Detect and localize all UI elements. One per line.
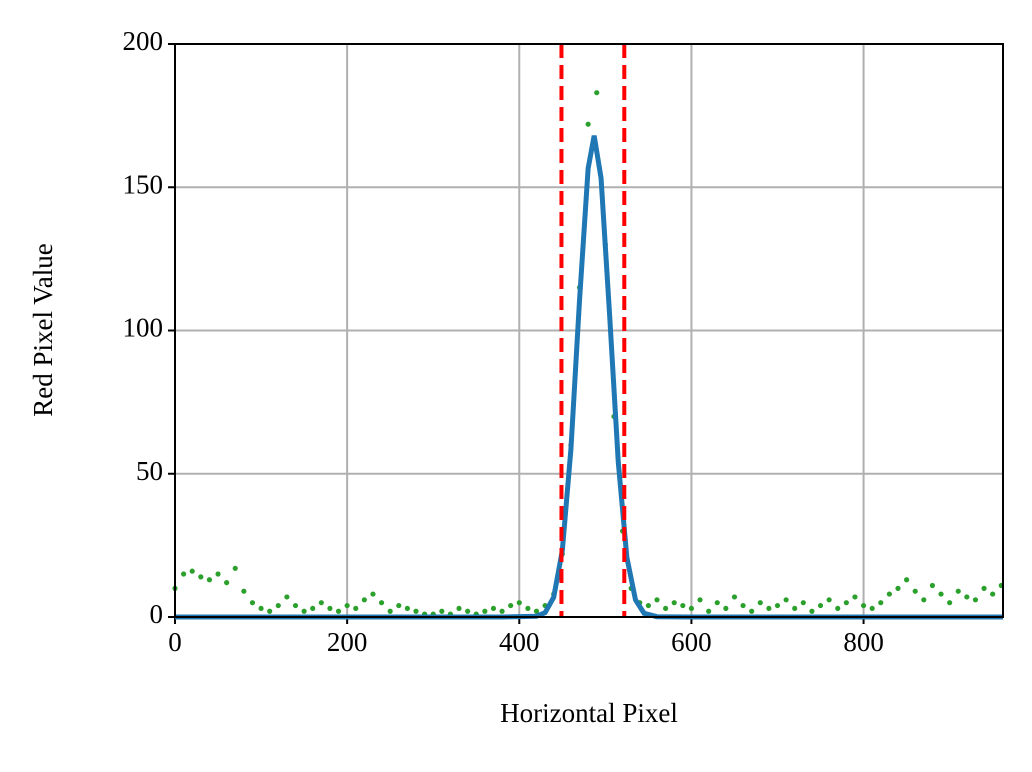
data-point [749,608,755,614]
y-tick-label: 100 [123,313,164,343]
data-point [301,608,307,614]
data-point [249,600,256,606]
data-point [499,608,505,614]
data-point [318,600,324,606]
data-point [835,605,841,612]
x-axis-label: Horizontal Pixel [500,698,678,728]
data-point [413,608,419,614]
data-point [938,591,944,597]
data-point [774,602,781,609]
data-point [232,565,238,571]
data-point [826,597,832,603]
data-point [688,605,695,612]
data-point [387,608,393,614]
data-point [361,597,367,603]
data-point [904,577,910,583]
data-point [723,605,729,612]
data-point [198,574,204,580]
data-point [206,577,213,583]
plot-frame [174,43,1004,618]
data-point [396,602,402,609]
data-point [757,600,763,606]
y-tick-label: 150 [123,169,164,199]
data-point [654,597,660,603]
data-point [284,594,290,600]
fit-line [175,135,1003,620]
data-point [645,602,651,609]
data-point [860,602,867,609]
y-axis-label: Red Pixel Value [28,243,58,416]
data-point [869,605,875,612]
data-point [809,608,815,614]
y-tick-label: 50 [136,456,163,486]
data-point [404,605,410,612]
data-point [972,597,979,603]
data-point [344,602,350,609]
data-point [465,608,471,614]
data-point [292,602,299,609]
x-tick-label: 400 [499,627,540,657]
data-point [241,588,247,594]
data-point [353,605,359,612]
data-point [895,585,901,591]
data-point [731,594,738,600]
data-point [955,588,961,594]
data-point [886,591,892,597]
data-point [215,571,221,577]
data-point [878,600,884,606]
x-tick-label: 0 [168,627,182,657]
data-point [697,597,703,603]
data-point [680,602,686,609]
data-point [482,608,488,614]
data-point [525,605,531,612]
data-point [490,605,497,612]
y-tick-label: 200 [123,26,164,56]
data-point [275,602,281,609]
data-point [981,585,987,591]
data-point [335,608,342,614]
data-point [843,600,849,606]
data-point [929,582,936,589]
data-point [921,597,927,603]
data-point [181,571,187,577]
data-point [439,608,445,614]
data-point [783,597,789,603]
data-point [740,602,746,609]
x-tick-label: 800 [843,627,884,657]
data-point [224,580,230,586]
data-point [663,605,669,612]
data-point [370,591,376,597]
data-point [671,600,677,606]
data-point [912,588,918,594]
data-point [327,605,333,612]
data-point [267,608,273,614]
data-point [310,605,316,612]
data-point [706,608,712,614]
data-point [533,608,540,614]
data-point [714,600,720,606]
data-point [792,605,798,612]
data-point [990,591,996,597]
data-point [964,594,970,600]
data-point [456,605,462,612]
data-point [258,605,264,612]
data-point [852,594,858,600]
y-tick-label: 0 [150,599,164,629]
data-point [585,121,591,127]
data-point [189,568,195,574]
data-point [800,600,806,606]
data-point [378,600,385,606]
data-point [516,600,522,606]
x-tick-label: 600 [671,627,712,657]
data-point [947,600,953,606]
data-point [594,90,600,96]
x-tick-label: 200 [327,627,368,657]
data-point [817,602,824,609]
data-point [508,602,514,609]
data-point [766,605,772,612]
